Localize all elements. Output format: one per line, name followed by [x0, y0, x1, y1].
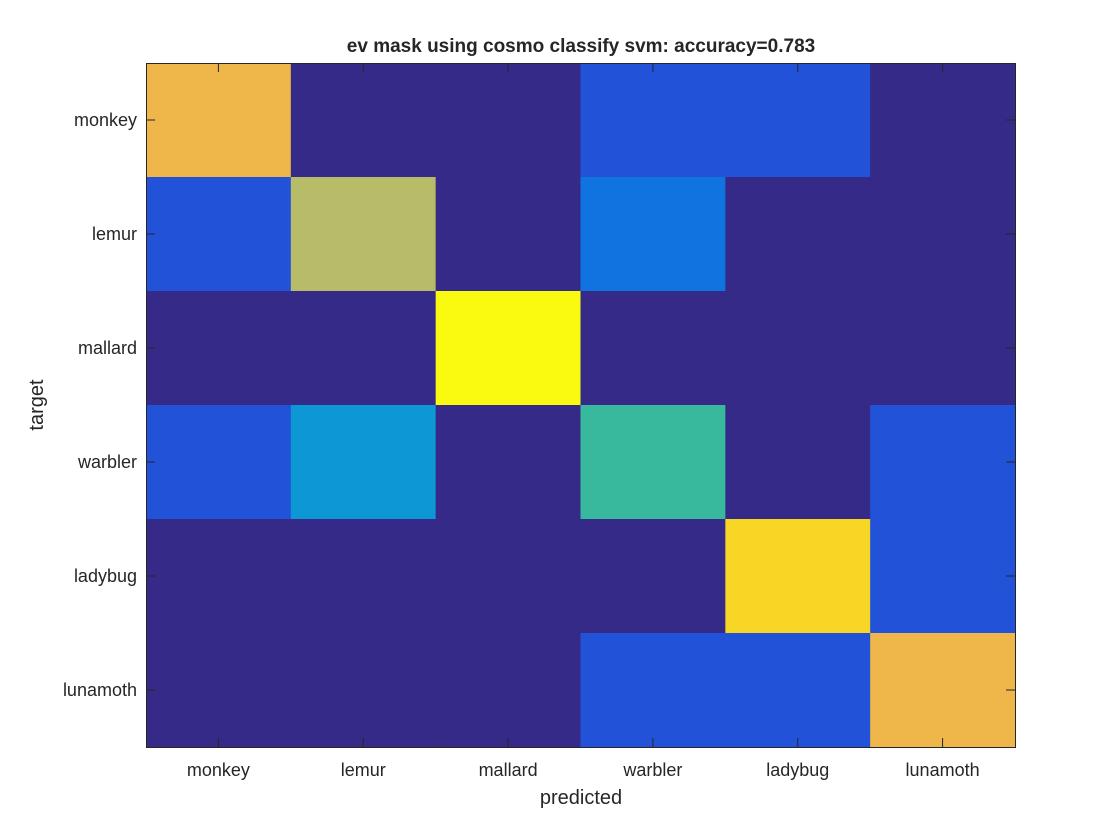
heatmap-cell-lunamoth-lemur: [290, 633, 437, 748]
x-axis-label: predicted: [540, 787, 622, 809]
x-tick-label-monkey: monkey: [187, 760, 250, 780]
heatmap-cell-mallard-monkey: [146, 291, 292, 406]
x-tick-label-lunamoth: lunamoth: [906, 760, 980, 780]
heatmap-cell-monkey-lunamoth: [870, 63, 1016, 178]
heatmap-cell-monkey-lemur: [290, 63, 437, 178]
plot-frame: [146, 63, 1016, 748]
y-tick-label-mallard: mallard: [78, 338, 137, 358]
heatmap-cell-lunamoth-mallard: [435, 633, 582, 748]
heatmap-cell-ladybug-mallard: [435, 519, 582, 634]
heatmap-cell-warbler-monkey: [146, 405, 292, 520]
x-tick-label-warbler: warbler: [622, 760, 682, 780]
heatmap-cell-lunamoth-lunamoth: [870, 633, 1016, 748]
heatmap-cell-mallard-lemur: [290, 291, 437, 406]
heatmap-cell-warbler-mallard: [435, 405, 582, 520]
heatmap-cell-mallard-warbler: [580, 291, 726, 406]
heatmap-cell-ladybug-warbler: [580, 519, 726, 634]
heatmap-cell-mallard-ladybug: [725, 291, 871, 406]
x-tick-label-ladybug: ladybug: [766, 760, 829, 780]
x-tick-label-mallard: mallard: [479, 760, 538, 780]
heatmap-cell-lemur-lemur: [290, 177, 437, 292]
y-tick-label-ladybug: ladybug: [74, 566, 137, 586]
heatmap-cell-ladybug-lunamoth: [870, 519, 1016, 634]
heatmap-cell-warbler-lemur: [290, 405, 437, 520]
heatmap-cell-warbler-lunamoth: [870, 405, 1016, 520]
heatmap-cell-lemur-warbler: [580, 177, 726, 292]
heatmap-cell-mallard-mallard: [435, 291, 582, 406]
heatmap-cell-monkey-monkey: [146, 63, 292, 178]
y-tick-label-lemur: lemur: [92, 224, 137, 244]
heatmap-cells: [146, 63, 1016, 748]
y-tick-label-monkey: monkey: [74, 110, 137, 130]
x-axis-ticks: monkey lemur mallard warbler ladybug lunamoth: [187, 63, 980, 780]
heatmap-cell-warbler-warbler: [580, 405, 726, 520]
y-axis-ticks: monkey lemur mallard warbler ladybug lunamoth: [63, 110, 1015, 700]
y-tick-label-warbler: warbler: [77, 452, 137, 472]
heatmap-cell-lemur-ladybug: [725, 177, 871, 292]
heatmap-cell-warbler-ladybug: [725, 405, 871, 520]
heatmap-cell-monkey-warbler: [580, 63, 726, 178]
y-axis-label: target: [26, 379, 48, 431]
heatmap-cell-ladybug-lemur: [290, 519, 437, 634]
heatmap-cell-lunamoth-monkey: [146, 633, 292, 748]
y-tick-label-lunamoth: lunamoth: [63, 680, 137, 700]
heatmap-cell-monkey-ladybug: [725, 63, 871, 178]
heatmap-cell-ladybug-monkey: [146, 519, 292, 634]
heatmap-cell-ladybug-ladybug: [725, 519, 871, 634]
heatmap-cell-lunamoth-ladybug: [725, 633, 871, 748]
heatmap-cell-lunamoth-warbler: [580, 633, 726, 748]
heatmap-cell-lemur-lunamoth: [870, 177, 1016, 292]
heatmap-cell-lemur-mallard: [435, 177, 582, 292]
heatmap-cell-monkey-mallard: [435, 63, 582, 178]
heatmap-cell-mallard-lunamoth: [870, 291, 1016, 406]
chart-title: ev mask using cosmo classify svm: accura…: [347, 36, 815, 57]
x-tick-label-lemur: lemur: [341, 760, 386, 780]
heatmap-cell-lemur-monkey: [146, 177, 292, 292]
